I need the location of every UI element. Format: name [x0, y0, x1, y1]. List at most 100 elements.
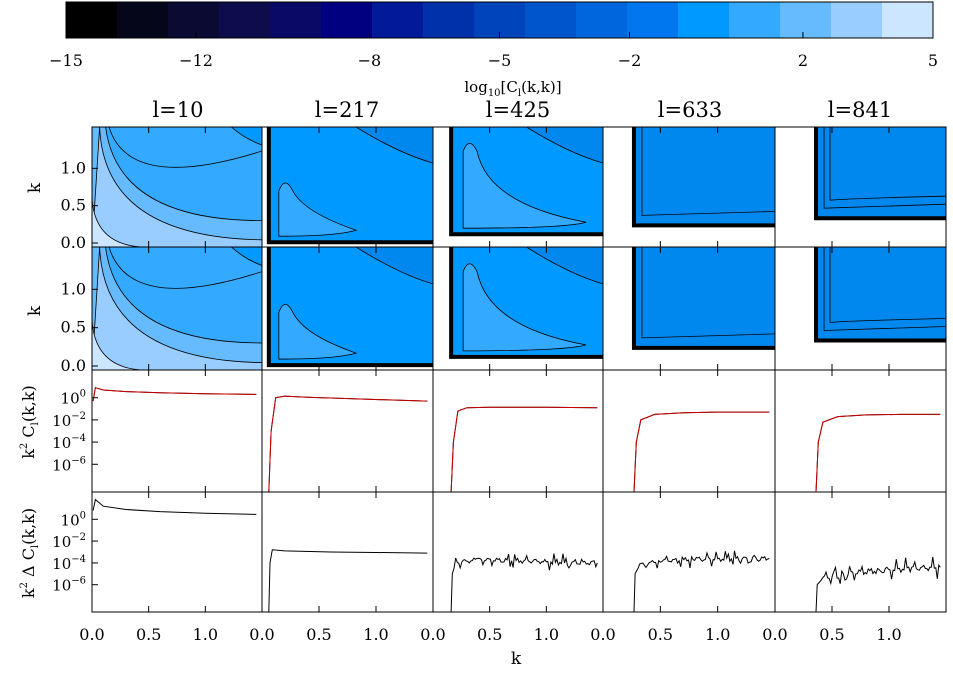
series-line-exact [269, 396, 428, 492]
x-tick-label: 0.5 [306, 625, 331, 644]
line-panel: 0.0 0.5 1.0 [420, 492, 603, 644]
colorbar-label: log10[Cl(k,k)] [464, 78, 561, 99]
colorbar-level-6 [372, 2, 424, 38]
series-line-delta [269, 550, 428, 612]
y-tick-label: 10−2 [52, 532, 86, 551]
series-line-approx [634, 412, 769, 492]
colorbar-tick-label: −2 [618, 51, 642, 70]
series-line-exact [816, 414, 940, 492]
y-tick-label: 0.0 [61, 356, 86, 375]
colorbar-tick-label: −12 [179, 51, 213, 70]
series-line-exact [634, 412, 769, 492]
y-tick-label: 10−4 [52, 554, 86, 573]
line-panel: 0.0 0.5 1.0 [762, 492, 946, 644]
panel-frame [775, 370, 946, 492]
series-line-delta [93, 500, 256, 515]
y-label-row3: k2 Cl(k,k) [19, 385, 41, 459]
column-title-2: l=217 [315, 98, 379, 122]
column-title-3: l=425 [486, 98, 550, 122]
colorbar-level-16 [882, 2, 934, 38]
panel-frame [262, 370, 433, 492]
panel-frame [603, 492, 775, 612]
panel-grid: 0.0 0.5 1.0 0.0 0.5 1.0 100 10−2 10−4 10−6 100 10−2… [52, 127, 946, 644]
x-tick-label: 1.0 [705, 625, 730, 644]
line-panel [775, 370, 946, 492]
x-axis-label: k [511, 649, 522, 669]
colorbar-tick-label: 2 [798, 51, 808, 70]
colorbar-level-9 [525, 2, 577, 38]
y-tick-label: 10−6 [52, 576, 86, 595]
y-tick-label: 1.0 [61, 158, 86, 177]
y-tick-label: 10−4 [52, 433, 86, 452]
panel-frame [775, 492, 946, 612]
y-tick-label: 10−2 [52, 411, 86, 430]
column-title-5: l=841 [828, 98, 892, 122]
contour-panel [775, 247, 946, 370]
y-tick-label: 100 [61, 510, 86, 529]
contour-panel [433, 127, 603, 247]
column-title-1: l=10 [152, 98, 203, 122]
series-line-delta [634, 551, 769, 612]
y-tick-label: 1.0 [61, 279, 86, 298]
line-panel: 100 10−2 10−4 10−6 0.0 0.5 1.0 [52, 492, 262, 644]
colorbar-level-3 [219, 2, 271, 38]
panel-frame [92, 370, 262, 492]
colorbar-level-4 [270, 2, 322, 38]
x-tick-label: 1.0 [534, 625, 559, 644]
y-label-row2: k [25, 305, 45, 316]
colorbar-level-1 [117, 2, 169, 38]
colorbar-level-7 [423, 2, 475, 38]
panel-frame [92, 492, 262, 612]
line-panel: 0.0 0.5 1.0 [590, 492, 775, 644]
series-line-approx [269, 396, 428, 492]
contour-panel [775, 127, 946, 247]
panel-frame [603, 370, 775, 492]
colorbar-level-11 [627, 2, 679, 38]
x-tick-label: 0.5 [477, 625, 502, 644]
series-line-approx [816, 414, 940, 492]
series-line-approx [93, 388, 256, 401]
x-tick-label: 0.5 [819, 625, 844, 644]
colorbar-level-13 [729, 2, 781, 38]
x-tick-label: 0.0 [762, 625, 787, 644]
y-tick-label: 100 [61, 389, 86, 408]
line-panel [603, 370, 775, 492]
y-tick-label: 0.5 [61, 196, 86, 215]
line-panel: 100 10−2 10−4 10−6 [52, 370, 262, 492]
y-tick-label: 10−6 [52, 455, 86, 474]
y-tick-label: 0.0 [61, 233, 86, 252]
x-tick-label: 1.0 [193, 625, 218, 644]
contour-panel [262, 247, 433, 370]
series-line-delta [816, 557, 940, 612]
y-tick-label: 0.5 [61, 318, 86, 337]
series-line-exact [451, 407, 597, 492]
y-label-row1: k [25, 182, 45, 193]
contour-panel: 0.0 0.5 1.0 [61, 247, 262, 375]
x-tick-label: 1.0 [876, 625, 901, 644]
colorbar-level-15 [831, 2, 883, 38]
line-panel [433, 370, 603, 492]
contour-panel [603, 127, 775, 247]
line-panel: 0.0 0.5 1.0 [249, 492, 433, 644]
colorbar-level-14 [780, 2, 832, 38]
column-title-4: l=633 [658, 98, 722, 122]
colorbar-tick-label: −5 [488, 51, 512, 70]
y-label-row4: k2 Δ Cl(k,k) [19, 508, 41, 598]
contour-panel [262, 127, 433, 247]
panel-frame [433, 370, 603, 492]
colorbar-level-2 [168, 2, 220, 38]
line-panel [262, 370, 433, 492]
contour-panel [603, 247, 775, 370]
x-tick-label: 0.0 [249, 625, 274, 644]
colorbar-level-12 [678, 2, 730, 38]
x-tick-label: 0.0 [420, 625, 445, 644]
x-tick-label: 0.0 [79, 625, 104, 644]
colorbar-level-0 [66, 2, 118, 38]
x-tick-label: 1.0 [363, 625, 388, 644]
colorbar-tick-label: −8 [358, 51, 382, 70]
colorbar-tick-label: 5 [928, 51, 938, 70]
contour-panel [433, 247, 603, 370]
colorbar-tick-label: −15 [49, 51, 83, 70]
contour-panel: 0.0 0.5 1.0 [61, 127, 262, 252]
